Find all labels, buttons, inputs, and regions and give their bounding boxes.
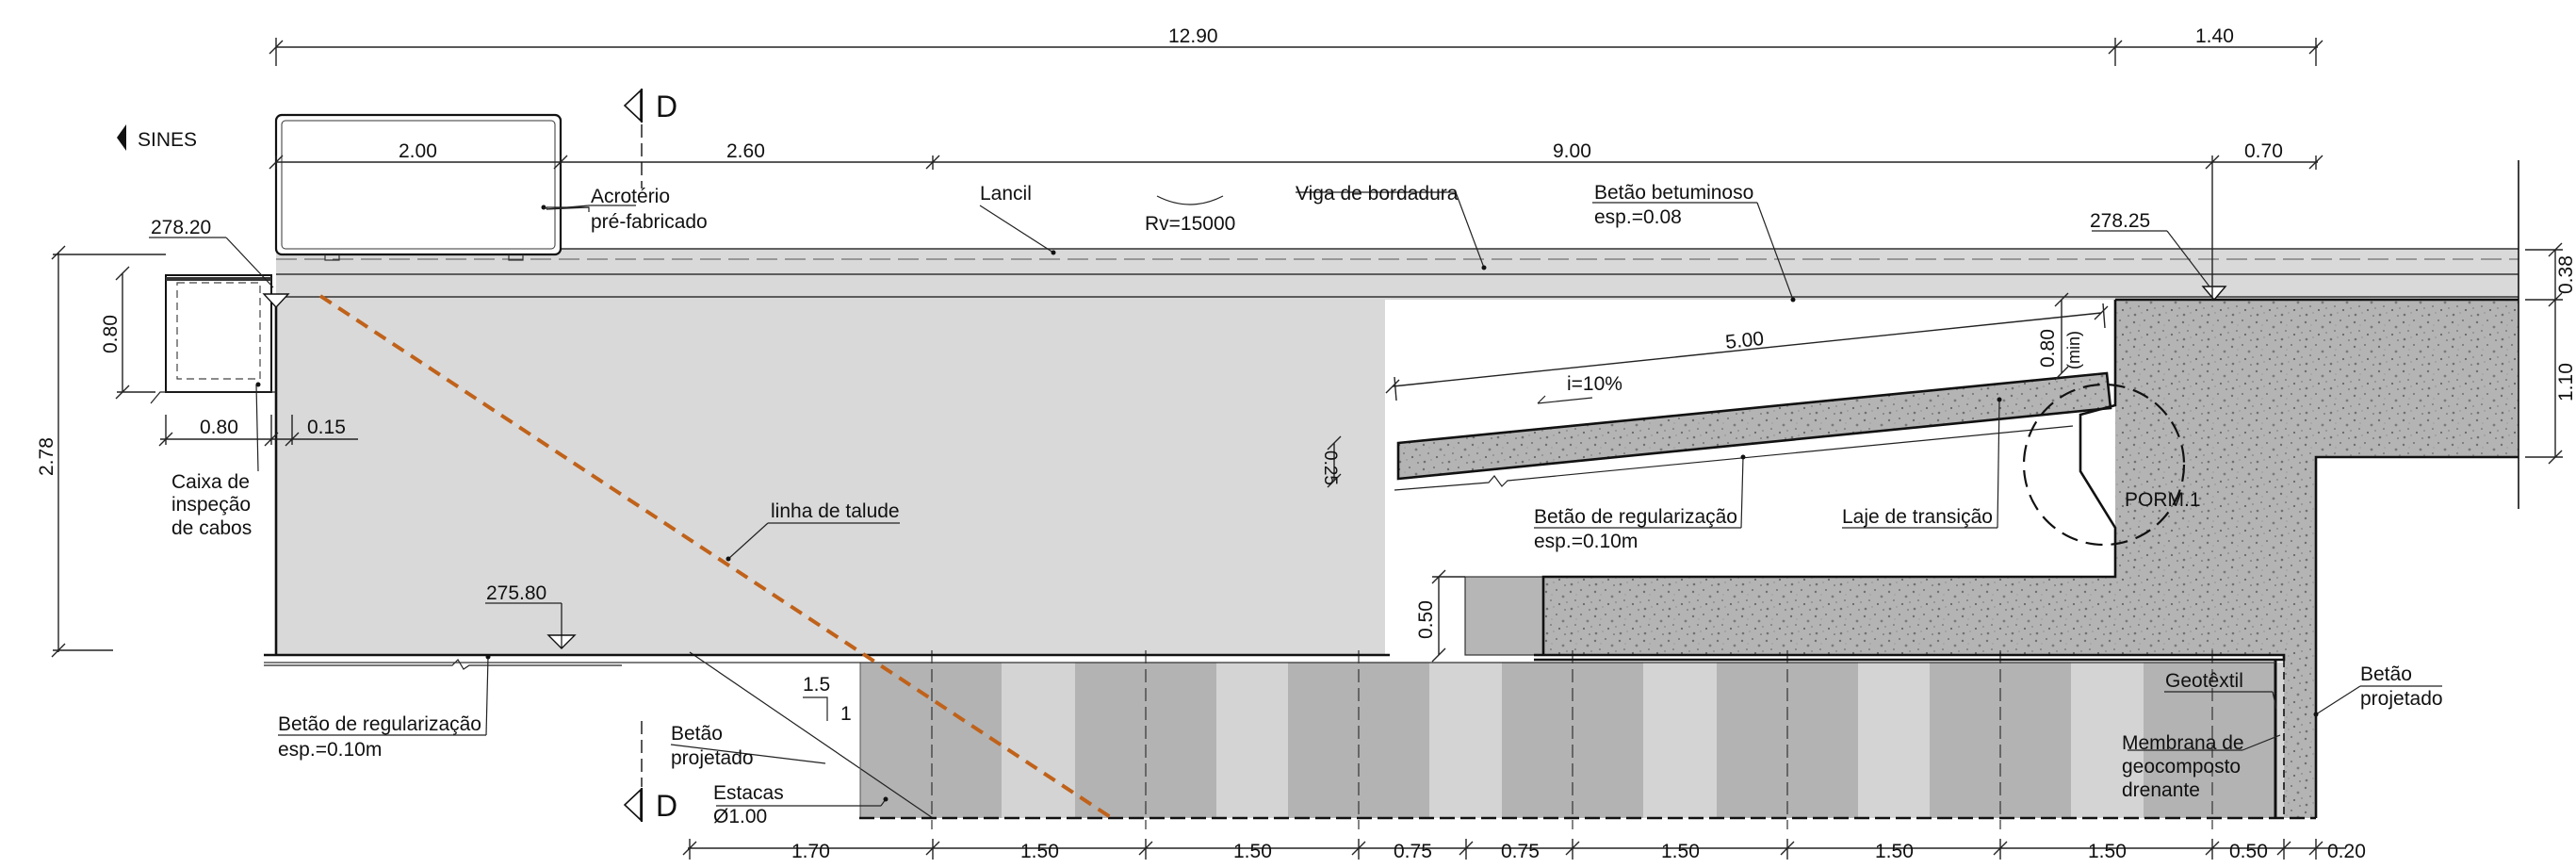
label-porm: PORM.1 <box>2125 489 2201 511</box>
pile-7 <box>2144 663 2275 818</box>
label-betao-projetado-left-2: projetado <box>671 747 754 769</box>
label-regularizacao-base-2: esp.=0.10m <box>278 739 382 761</box>
concrete-block <box>1464 576 1544 656</box>
dim-box-0-80-v: 0.80 <box>100 315 122 353</box>
label-viga: Viga de bordadura <box>1296 183 1459 205</box>
bottom-dim-6: 1.50 <box>1661 841 1700 862</box>
edge-elements <box>150 113 2227 649</box>
label-regularizacao-slab-1: Betão de regularização <box>1534 506 1737 528</box>
slope-line <box>318 294 1114 820</box>
dim-2-60: 2.60 <box>726 140 765 162</box>
label-estacas-2: Ø1.00 <box>713 806 767 827</box>
drawing-texts: SINES D D 12.90 1.40 2.00 2.60 9.00 0.70… <box>36 25 2576 862</box>
label-betao-projetado-right-2: projetado <box>2360 688 2443 710</box>
porm-detail-circle <box>2022 383 2186 547</box>
leader-lines <box>117 89 2442 822</box>
label-acroterio-1: Acrotério <box>591 186 670 207</box>
label-acroterio-2: pré-fabricado <box>591 211 708 233</box>
dim-slab-0-80: 0.80 <box>2037 329 2059 368</box>
dim-slab-0-25: 0.25 <box>1320 450 1340 485</box>
label-slope: i=10% <box>1567 373 1622 395</box>
bottom-dim-5: 0.75 <box>1501 841 1540 862</box>
bottom-dim-1: 1.70 <box>791 841 830 862</box>
abutment-concrete <box>1543 300 2519 818</box>
label-betao-betuminoso-1: Betão betuminoso <box>1594 182 1753 204</box>
bottom-dim-3: 1.50 <box>1233 841 1272 862</box>
dim-9-00: 9.00 <box>1553 140 1591 162</box>
section-marker-top: D <box>656 90 677 123</box>
label-regularizacao-base-1: Betão de regularização <box>278 713 481 735</box>
label-ratio-1: 1 <box>840 703 852 725</box>
north-arrow-icon <box>117 124 126 151</box>
label-membrana-2: geocomposto <box>2122 756 2241 778</box>
bottom-dim-10: 0.20 <box>2327 841 2366 862</box>
level-275-80: 275.80 <box>486 582 546 604</box>
dim-slab-min: (min) <box>2064 331 2083 369</box>
label-linha-talude: linha de talude <box>771 500 900 522</box>
dim-2-00: 2.00 <box>399 140 437 162</box>
label-regularizacao-slab-2: esp.=0.10m <box>1534 531 1638 552</box>
pile-1 <box>860 663 1002 818</box>
cable-box <box>165 274 272 393</box>
label-ratio-1-5: 1.5 <box>803 674 830 696</box>
label-estacas-1: Estacas <box>713 782 784 804</box>
label-caixa-1: Caixa de <box>171 471 250 493</box>
section-outlines <box>264 160 2519 820</box>
dim-0-50: 0.50 <box>1415 600 1437 639</box>
transition-slab <box>1398 373 2111 479</box>
bottom-dim-4: 0.75 <box>1394 841 1432 862</box>
section-marker-bottom: D <box>656 789 677 823</box>
label-membrana-3: drenante <box>2122 779 2200 801</box>
label-betao-projetado-left-1: Betão <box>671 723 723 745</box>
direction-label: SINES <box>138 129 197 151</box>
level-278-25: 278.25 <box>2090 210 2150 232</box>
label-betao-projetado-right-1: Betão <box>2360 663 2412 685</box>
dimension-lines <box>51 38 2563 860</box>
fill-body <box>276 300 1385 655</box>
section-fills <box>276 248 2519 818</box>
bottom-dim-8: 1.50 <box>2088 841 2127 862</box>
bottom-dim-2: 1.50 <box>1020 841 1059 862</box>
dim-0-15: 0.15 <box>307 417 346 438</box>
dim-1-10: 1.10 <box>2555 363 2576 401</box>
acroterio-block <box>274 113 562 256</box>
bottom-dim-7: 1.50 <box>1875 841 1914 862</box>
label-caixa-2: inspeção <box>171 494 251 516</box>
label-geotextil: Geotêxtil <box>2165 670 2243 692</box>
label-caixa-3: de cabos <box>171 517 252 539</box>
dim-slab-5-00: 5.00 <box>1724 328 1765 353</box>
piles-zone <box>689 650 2316 829</box>
dim-12-90: 12.90 <box>1168 25 1218 47</box>
label-rv: Rv=15000 <box>1145 213 1235 235</box>
level-278-20: 278.20 <box>151 217 211 238</box>
dim-0-70: 0.70 <box>2244 140 2283 162</box>
dim-1-40: 1.40 <box>2195 25 2234 47</box>
label-laje-transicao: Laje de transição <box>1842 506 1993 528</box>
dim-0-38: 0.38 <box>2555 255 2576 294</box>
label-membrana-1: Membrana de <box>2122 732 2244 754</box>
bottom-dim-9: 0.50 <box>2229 841 2268 862</box>
label-lancil: Lancil <box>980 183 1032 205</box>
label-betao-betuminoso-2: esp.=0.08 <box>1594 206 1682 228</box>
dim-box-0-80-h: 0.80 <box>200 417 238 438</box>
dim-2-78: 2.78 <box>36 437 57 476</box>
